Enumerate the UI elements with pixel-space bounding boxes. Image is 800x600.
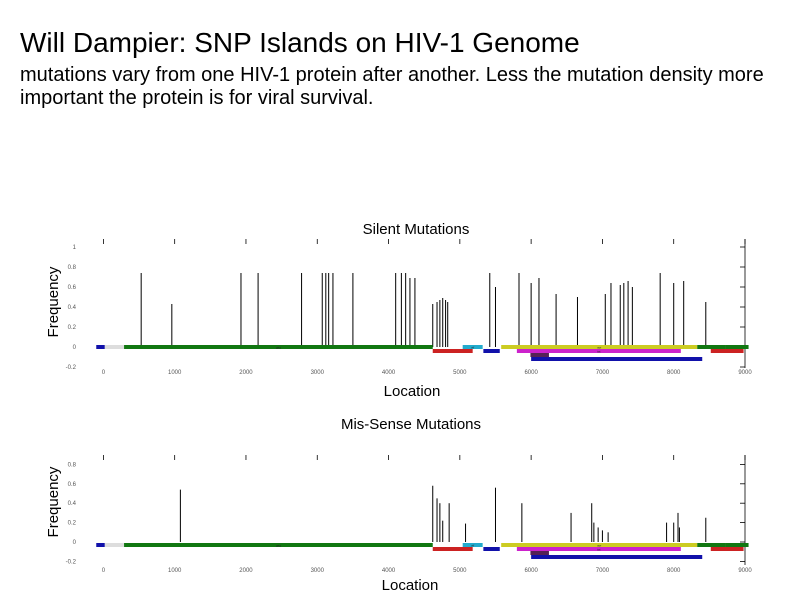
- x-tick-label: 2000: [239, 370, 253, 376]
- gene-label: tat: [597, 548, 601, 552]
- missense-title: Mis-Sense Mutations: [341, 416, 481, 433]
- x-tick-label: 7000: [596, 370, 610, 376]
- gene-segment: [531, 555, 703, 559]
- y-tick-label: 0.2: [68, 325, 77, 331]
- x-tick-label: 4000: [382, 370, 396, 376]
- gene-segment: [501, 543, 698, 547]
- gene-segment: [725, 543, 749, 547]
- gene-segment: [483, 547, 500, 551]
- gene-segment: [710, 547, 744, 551]
- x-tick-label: 5000: [453, 370, 467, 376]
- x-tick-label: 1000: [168, 370, 182, 376]
- x-tick-label: 9000: [738, 568, 752, 574]
- x-tick-label: 6000: [524, 568, 538, 574]
- silent-ylabel: Frequency: [45, 266, 62, 337]
- y-tick-label: -0.2: [66, 365, 77, 371]
- gene-segment: [462, 543, 483, 547]
- slide-title: Will Dampier: SNP Islands on HIV-1 Genom…: [20, 27, 580, 58]
- gene-segment: [483, 349, 500, 353]
- silent-title: Silent Mutations: [363, 221, 470, 238]
- gene-segment: [432, 547, 473, 551]
- x-tick-label: 8000: [667, 568, 681, 574]
- x-tick-label: 1000: [168, 568, 182, 574]
- gene-segment: [725, 345, 749, 349]
- silent-bars: [140, 273, 707, 347]
- gene-segment: [96, 345, 105, 349]
- gene-label: vpr: [597, 346, 601, 350]
- silent-y-ticks: 1 0.8 0.6 0.4 0.2 0 -0.2: [66, 245, 77, 371]
- y-tick-label: 0.4: [68, 501, 77, 507]
- y-tick-label: -0.2: [66, 559, 77, 565]
- x-tick-label: 6000: [524, 370, 538, 376]
- gene-segment: [531, 357, 703, 361]
- gene-segment: [697, 345, 726, 349]
- x-tick-label: 7000: [596, 568, 610, 574]
- silent-mutations-panel: Silent Mutations Frequency Location 1 0.8…: [45, 221, 752, 400]
- gene-label: tat: [597, 350, 601, 354]
- gene-segment: [104, 345, 125, 349]
- x-tick-label: 2000: [239, 568, 253, 574]
- gene-segment: [530, 353, 549, 357]
- x-tick-label: 5000: [453, 568, 467, 574]
- silent-xlabel: Location: [384, 383, 441, 400]
- gene-segment: [104, 543, 125, 547]
- x-tick-label: 9000: [738, 370, 752, 376]
- slide-subtitle: mutations vary from one HIV-1 protein af…: [20, 64, 764, 109]
- missense-mutations-panel: Mis-Sense Mutations Frequency Location 0…: [45, 416, 752, 594]
- gene-segment: [124, 345, 433, 349]
- y-tick-label: 1: [73, 245, 77, 251]
- gene-segment: [516, 547, 681, 551]
- gene-segment: [432, 349, 473, 353]
- gene-segment: [462, 345, 483, 349]
- y-tick-label: 0.8: [68, 265, 77, 271]
- gene-segment: [124, 543, 433, 547]
- gene-segment: [96, 543, 105, 547]
- x-tick-label: 8000: [667, 370, 681, 376]
- missense-xlabel: Location: [382, 577, 439, 594]
- gene-segment: [530, 551, 549, 555]
- y-tick-label: 0.2: [68, 521, 77, 527]
- y-tick-label: 0.6: [68, 285, 77, 291]
- y-tick-label: 0: [73, 345, 77, 351]
- gene-label: gag: [276, 544, 281, 548]
- y-tick-label: 0.6: [68, 482, 77, 488]
- missense-ylabel: Frequency: [45, 466, 62, 537]
- gene-segment: [501, 345, 698, 349]
- missense-bars: [179, 485, 707, 542]
- x-tick-label: 3000: [311, 370, 325, 376]
- y-tick-label: 0.8: [68, 462, 77, 468]
- y-tick-label: 0: [73, 540, 77, 546]
- x-tick-label: 3000: [311, 568, 325, 574]
- gene-segment: [697, 543, 726, 547]
- missense-x-ticks: 0 1000 2000 3000 4000 5000 6000 7000 8000 9000: [102, 568, 753, 574]
- x-tick-label: 0: [102, 370, 106, 376]
- gene-label: vif: [471, 346, 474, 350]
- gene-segment: [516, 349, 681, 353]
- gene-label: vpr: [597, 544, 601, 548]
- y-tick-label: 0.4: [68, 305, 77, 311]
- x-tick-label: 4000: [382, 568, 396, 574]
- missense-y-ticks: 0.8 0.6 0.4 0.2 0 -0.2: [66, 462, 77, 565]
- silent-x-ticks: 0 1000 2000 3000 4000 5000 6000 7000 8000 9000: [102, 370, 753, 376]
- x-tick-label: 0: [102, 568, 106, 574]
- gene-label: gag: [276, 346, 281, 350]
- gene-label: vif: [471, 544, 474, 548]
- gene-segment: [710, 349, 744, 353]
